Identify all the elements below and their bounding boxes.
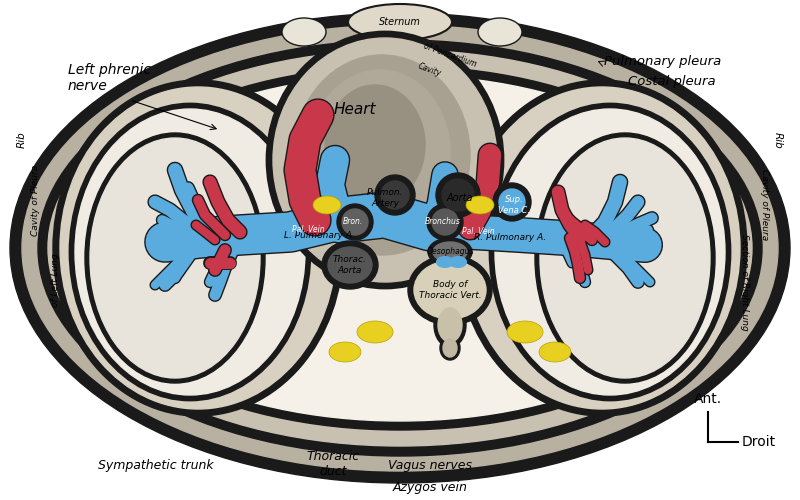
Ellipse shape	[273, 38, 497, 282]
Ellipse shape	[322, 241, 378, 289]
Ellipse shape	[540, 138, 710, 378]
Text: Pal. Vein: Pal. Vein	[462, 228, 494, 236]
Ellipse shape	[53, 80, 343, 416]
Text: Aorta: Aorta	[446, 193, 474, 203]
Ellipse shape	[428, 238, 472, 266]
Text: Oesophagus: Oesophagus	[426, 248, 474, 256]
Text: Cavity of Pleura: Cavity of Pleura	[30, 164, 39, 236]
Text: Pulmon.
Artery: Pulmon. Artery	[366, 188, 403, 208]
Text: Ant.: Ant.	[694, 392, 722, 406]
Text: Pulmonary pleura: Pulmonary pleura	[604, 56, 722, 68]
Text: Thorac.
Aorta: Thorac. Aorta	[333, 256, 367, 274]
Ellipse shape	[375, 175, 415, 215]
Text: Rib: Rib	[17, 132, 27, 148]
Ellipse shape	[478, 18, 522, 46]
Text: Section of Right Lung: Section of Right Lung	[741, 234, 750, 330]
Text: Rib: Rib	[773, 132, 783, 148]
Ellipse shape	[328, 247, 372, 283]
Ellipse shape	[535, 133, 715, 383]
Text: Vagus nerves: Vagus nerves	[388, 460, 472, 472]
Text: Costal pleura: Costal pleura	[628, 76, 716, 88]
Ellipse shape	[38, 40, 762, 456]
Ellipse shape	[539, 342, 571, 362]
Text: L. Pulmonary A.: L. Pulmonary A.	[285, 230, 355, 239]
Text: Cavity: Cavity	[417, 62, 443, 78]
Text: of Left Lung: of Left Lung	[50, 253, 59, 307]
Text: Cavity of Pleura: Cavity of Pleura	[761, 170, 770, 240]
Ellipse shape	[433, 242, 467, 262]
Ellipse shape	[313, 196, 341, 214]
Text: Sympathetic trunk: Sympathetic trunk	[98, 460, 214, 472]
Ellipse shape	[348, 4, 452, 40]
Ellipse shape	[337, 204, 373, 240]
Text: Azygos vein: Azygos vein	[393, 482, 467, 494]
Text: Bronchus: Bronchus	[425, 218, 461, 226]
Ellipse shape	[325, 85, 425, 205]
Ellipse shape	[342, 209, 368, 235]
Ellipse shape	[70, 104, 310, 400]
Ellipse shape	[442, 179, 474, 211]
Ellipse shape	[408, 255, 492, 325]
Ellipse shape	[90, 138, 260, 378]
Ellipse shape	[438, 308, 462, 342]
Ellipse shape	[507, 321, 543, 343]
Ellipse shape	[414, 261, 486, 319]
Ellipse shape	[74, 75, 726, 421]
Ellipse shape	[443, 339, 457, 357]
Ellipse shape	[267, 32, 503, 288]
Ellipse shape	[466, 196, 494, 214]
Ellipse shape	[499, 189, 525, 215]
Text: Droit: Droit	[742, 435, 776, 449]
Ellipse shape	[282, 18, 326, 46]
Ellipse shape	[329, 342, 361, 362]
Text: Left phrenic
nerve: Left phrenic nerve	[68, 63, 151, 93]
Ellipse shape	[65, 66, 735, 430]
Ellipse shape	[464, 87, 740, 409]
Text: Pal. Vein: Pal. Vein	[292, 226, 324, 234]
Text: Sternum: Sternum	[379, 17, 421, 27]
Ellipse shape	[434, 303, 466, 347]
Ellipse shape	[357, 321, 393, 343]
Text: Bron.: Bron.	[343, 218, 363, 226]
Ellipse shape	[440, 336, 460, 360]
Ellipse shape	[22, 25, 778, 471]
Ellipse shape	[495, 109, 725, 395]
Ellipse shape	[310, 70, 450, 234]
Ellipse shape	[432, 209, 458, 235]
Ellipse shape	[457, 80, 747, 416]
Ellipse shape	[85, 133, 265, 383]
Ellipse shape	[48, 50, 752, 446]
Text: of Pericardium: of Pericardium	[422, 42, 478, 68]
Ellipse shape	[437, 257, 453, 267]
Ellipse shape	[60, 87, 336, 409]
Ellipse shape	[450, 257, 466, 267]
Ellipse shape	[75, 109, 305, 395]
Ellipse shape	[10, 13, 790, 483]
Ellipse shape	[490, 104, 730, 400]
Ellipse shape	[436, 173, 480, 217]
Text: Thoracic
duct: Thoracic duct	[306, 450, 359, 478]
Text: Sup.
Vena C.: Sup. Vena C.	[498, 196, 530, 214]
Ellipse shape	[427, 204, 463, 240]
Text: Heart: Heart	[334, 102, 376, 118]
Text: Body of
Thoracic Vert.: Body of Thoracic Vert.	[418, 280, 482, 299]
Text: R. Pulmonary A.: R. Pulmonary A.	[474, 234, 546, 242]
Ellipse shape	[493, 183, 531, 221]
Ellipse shape	[294, 55, 470, 255]
Ellipse shape	[381, 181, 409, 209]
